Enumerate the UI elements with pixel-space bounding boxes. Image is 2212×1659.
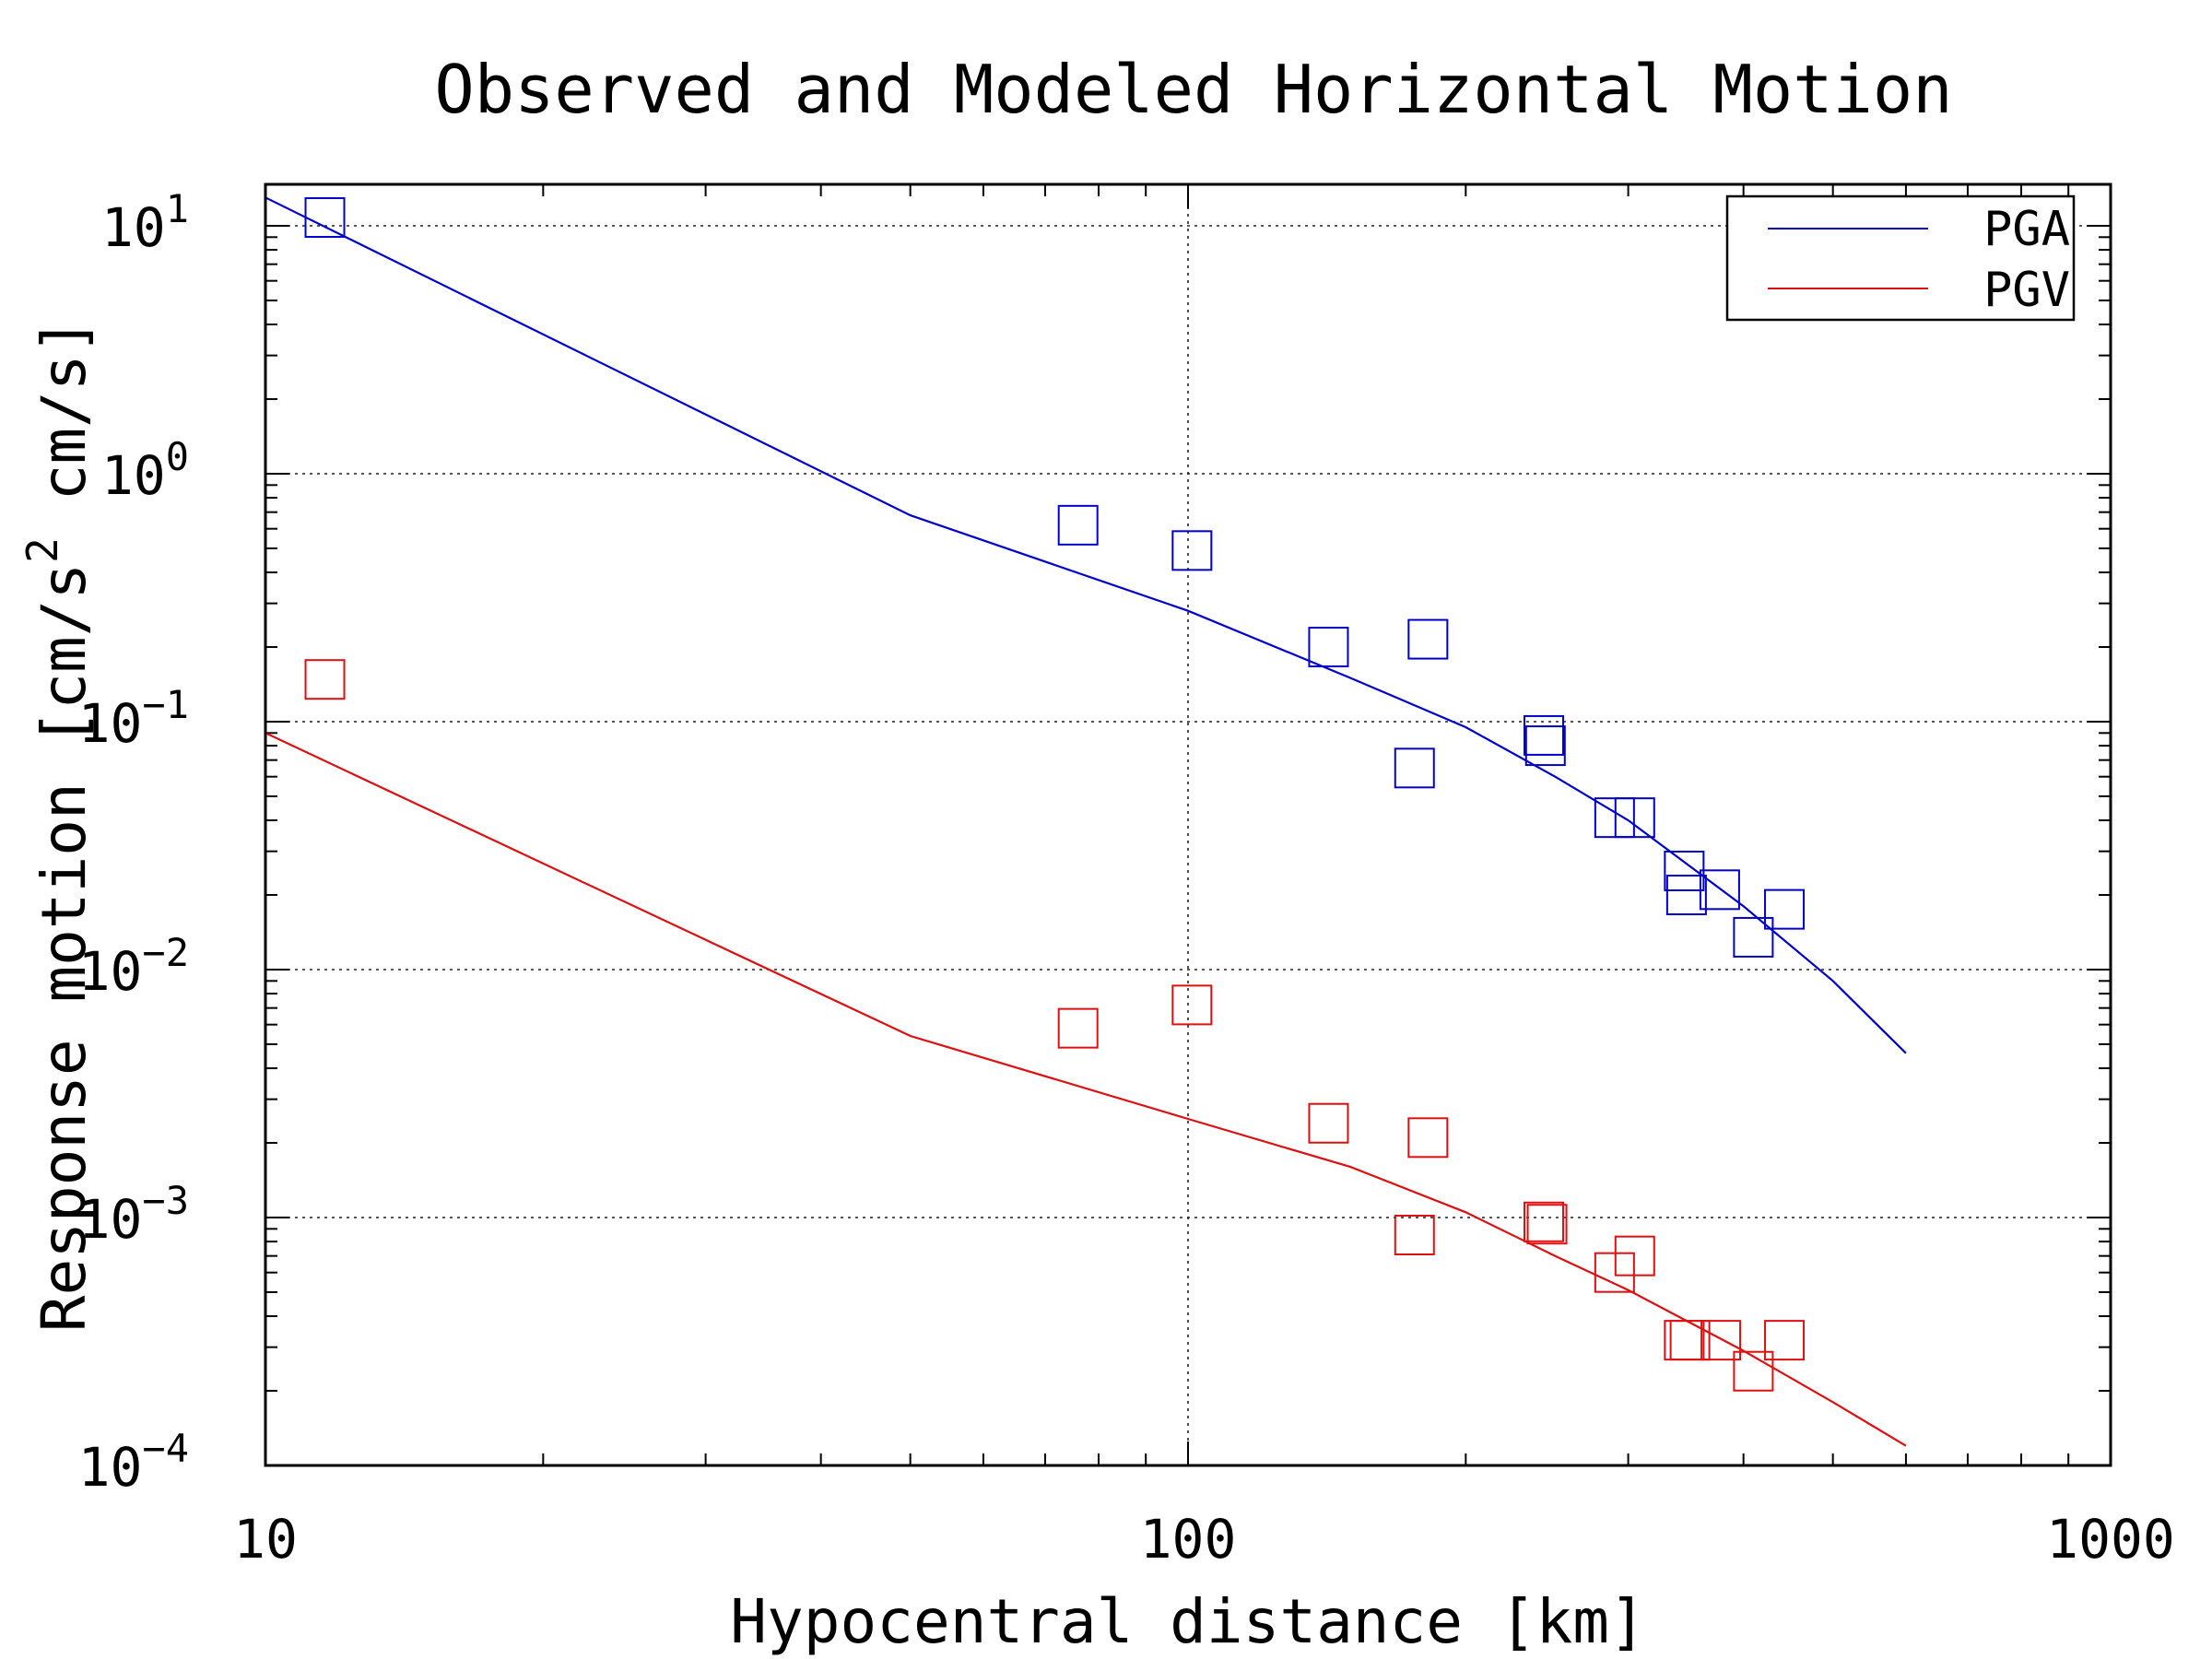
pgv-data-point: [1523, 1201, 1564, 1242]
pga-data-point: [1614, 797, 1655, 839]
y-tick-label: 10−3: [78, 1178, 189, 1251]
plot-frame: [264, 182, 2112, 1467]
pgv-data-point: [1407, 1117, 1449, 1159]
x-tick-label: 1000: [2046, 1508, 2175, 1571]
pgv-model-line: [265, 732, 1907, 1447]
x-tick-label: 10: [233, 1508, 298, 1571]
y-axis-label-part1: Response motion [cm/s: [29, 563, 100, 1332]
pgv-data-point: [304, 659, 346, 700]
x-tick-labels: 10 100 1000: [233, 1508, 2175, 1571]
y-tick-label: 101: [101, 186, 189, 259]
legend-label-pgv: PGV: [1983, 263, 2070, 318]
pgv-data-point: [1764, 1320, 1806, 1361]
x-tick-label: 100: [1140, 1508, 1237, 1571]
pga-data-point: [1308, 627, 1349, 668]
pgv-data-point: [1614, 1235, 1655, 1277]
legend-box: [1725, 194, 2076, 322]
pga-data-point: [1699, 869, 1740, 911]
pgv-data-point: [1526, 1204, 1568, 1245]
pga-data-point: [1523, 714, 1564, 756]
legend: PGA PGV: [1725, 194, 2076, 322]
pgv-data-point: [1700, 1320, 1742, 1361]
y-axis-label: Response motion [cm/s2 cm/s]: [18, 318, 100, 1333]
y-axis-label-superscript: 2: [18, 537, 67, 563]
pga-model-line: [265, 196, 1907, 1054]
pgv-data-point: [1394, 1214, 1435, 1255]
pga-data-point: [1057, 504, 1099, 546]
legend-label-pga: PGA: [1983, 202, 2070, 257]
pga-data-point: [1171, 530, 1213, 571]
pgv-data-point: [1733, 1350, 1774, 1392]
y-tick-label: 100: [101, 434, 189, 507]
x-axis-label: Hypocentral distance [km]: [730, 1586, 1645, 1657]
pga-data-point: [1407, 618, 1449, 660]
pgv-data-point: [1057, 1007, 1099, 1049]
pga-data-point: [1524, 725, 1566, 767]
pgv-data-point: [1171, 984, 1213, 1026]
y-tick-labels: 101 100 10−1 10−2 10−3 10−4: [78, 186, 189, 1499]
chart-title: Observed and Modeled Horizontal Motion: [434, 51, 1952, 128]
pgv-data-point: [1308, 1102, 1349, 1144]
y-tick-label: 10−2: [78, 930, 189, 1003]
pga-data-point: [304, 197, 346, 239]
pga-data-point: [1764, 888, 1806, 930]
series-layer: [265, 196, 1907, 1447]
pga-data-point: [1394, 747, 1435, 789]
y-tick-label: 10−4: [78, 1426, 189, 1499]
y-axis-label-part2: cm/s]: [29, 318, 100, 537]
pga-data-point: [1733, 916, 1774, 958]
grid-lines: [265, 184, 2111, 1465]
pgv-data-point: [1669, 1320, 1711, 1361]
y-tick-label: 10−1: [78, 682, 189, 755]
pga-data-point: [1665, 875, 1707, 916]
